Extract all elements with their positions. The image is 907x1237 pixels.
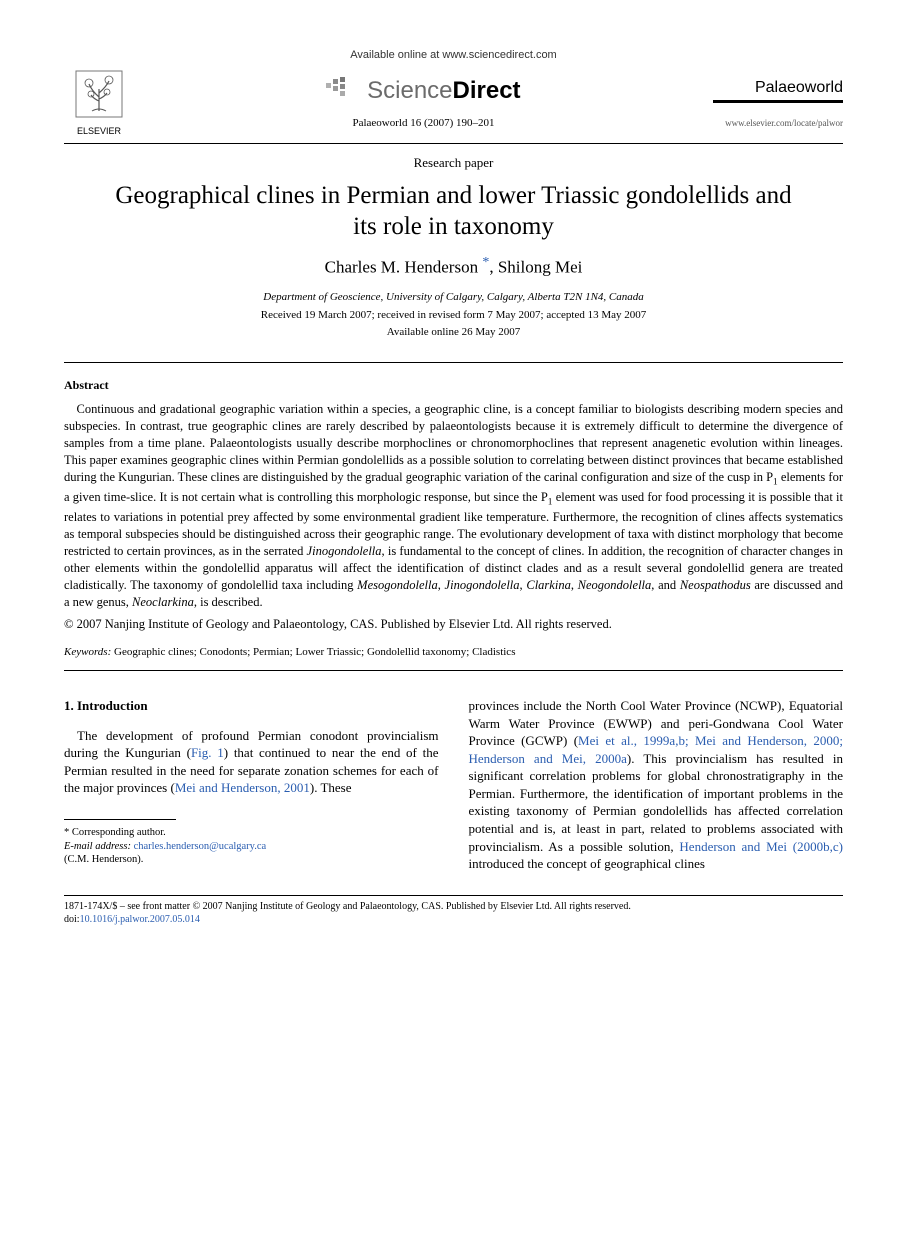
col1-para-1: The development of profound Permian cono… (64, 727, 439, 797)
column-right: provinces include the North Cool Water P… (469, 697, 844, 878)
sd-dots-icon (326, 76, 354, 108)
corresponding-author-note: * Corresponding author. (64, 826, 439, 840)
sciencedirect-logo: ScienceDirect (134, 75, 713, 108)
keywords-line: Keywords: Geographic clines; Conodonts; … (64, 645, 843, 660)
abstract-text: Continuous and gradational geographic va… (64, 401, 843, 610)
corresponding-mark: * (482, 255, 489, 270)
received-dates: Received 19 March 2007; received in revi… (64, 308, 843, 323)
rule-before-abstract (64, 362, 843, 363)
abstract-copyright: © 2007 Nanjing Institute of Geology and … (64, 616, 843, 633)
journal-url[interactable]: www.elsevier.com/locate/palwor (713, 117, 843, 129)
author-paren: (C.M. Henderson). (64, 853, 439, 867)
paper-title: Geographical clines in Permian and lower… (103, 180, 804, 243)
footnote-separator (64, 819, 176, 820)
doi-link[interactable]: 10.1016/j.palwor.2007.05.014 (80, 914, 200, 925)
col2-para-1: provinces include the North Cool Water P… (469, 697, 844, 872)
affiliation: Department of Geoscience, University of … (64, 290, 843, 305)
fig-1-cite[interactable]: Fig. 1 (191, 745, 224, 760)
authors: Charles M. Henderson *, Shilong Mei (64, 254, 843, 280)
doi-label: doi: (64, 914, 80, 925)
bottom-meta: 1871-174X/$ – see front matter © 2007 Na… (64, 900, 843, 926)
abstract-heading: Abstract (64, 377, 843, 393)
paper-type: Research paper (64, 154, 843, 172)
abstract-body: Continuous and gradational geographic va… (64, 402, 843, 608)
henderson-mei-2000bc-cite[interactable]: Henderson and Mei (2000b,c) (679, 839, 843, 854)
journal-logo: Palaeoworld (713, 77, 843, 104)
available-online-date: Available online 26 May 2007 (64, 325, 843, 340)
elsevier-logo: ELSEVIER (64, 69, 134, 137)
author-email[interactable]: charles.henderson@ucalgary.ca (134, 841, 267, 852)
keywords-label: Keywords: (64, 646, 111, 658)
footnote-block: * Corresponding author. E-mail address: … (64, 826, 439, 867)
mei-henderson-2001-cite[interactable]: Mei and Henderson, 2001 (175, 780, 310, 795)
issn-line: 1871-174X/$ – see front matter © 2007 Na… (64, 900, 843, 913)
rule-after-keywords (64, 670, 843, 671)
journal-ref: Palaeoworld 16 (2007) 190–201 (134, 116, 713, 131)
keywords-text: Geographic clines; Conodonts; Permian; L… (111, 646, 515, 658)
sd-direct-text: Direct (453, 77, 521, 104)
elsevier-label: ELSEVIER (64, 125, 134, 137)
section-1-heading: 1. Introduction (64, 697, 439, 715)
bottom-rule (64, 895, 843, 896)
author-1: Charles M. Henderson (325, 258, 478, 277)
author-2: Shilong Mei (498, 258, 583, 277)
elsevier-tree-icon (64, 69, 134, 125)
body-columns: 1. Introduction The development of profo… (64, 697, 843, 878)
sciencedirect-block: ScienceDirect Palaeoworld 16 (2007) 190–… (134, 75, 713, 131)
email-label: E-mail address: (64, 841, 131, 852)
available-online-text: Available online at www.sciencedirect.co… (64, 48, 843, 63)
top-banner: Available online at www.sciencedirect.co… (64, 48, 843, 63)
column-left: 1. Introduction The development of profo… (64, 697, 439, 878)
header-row: ELSEVIER ScienceDirect Palaeoworld 16 (2… (64, 69, 843, 144)
sd-science-text: Science (367, 77, 452, 104)
